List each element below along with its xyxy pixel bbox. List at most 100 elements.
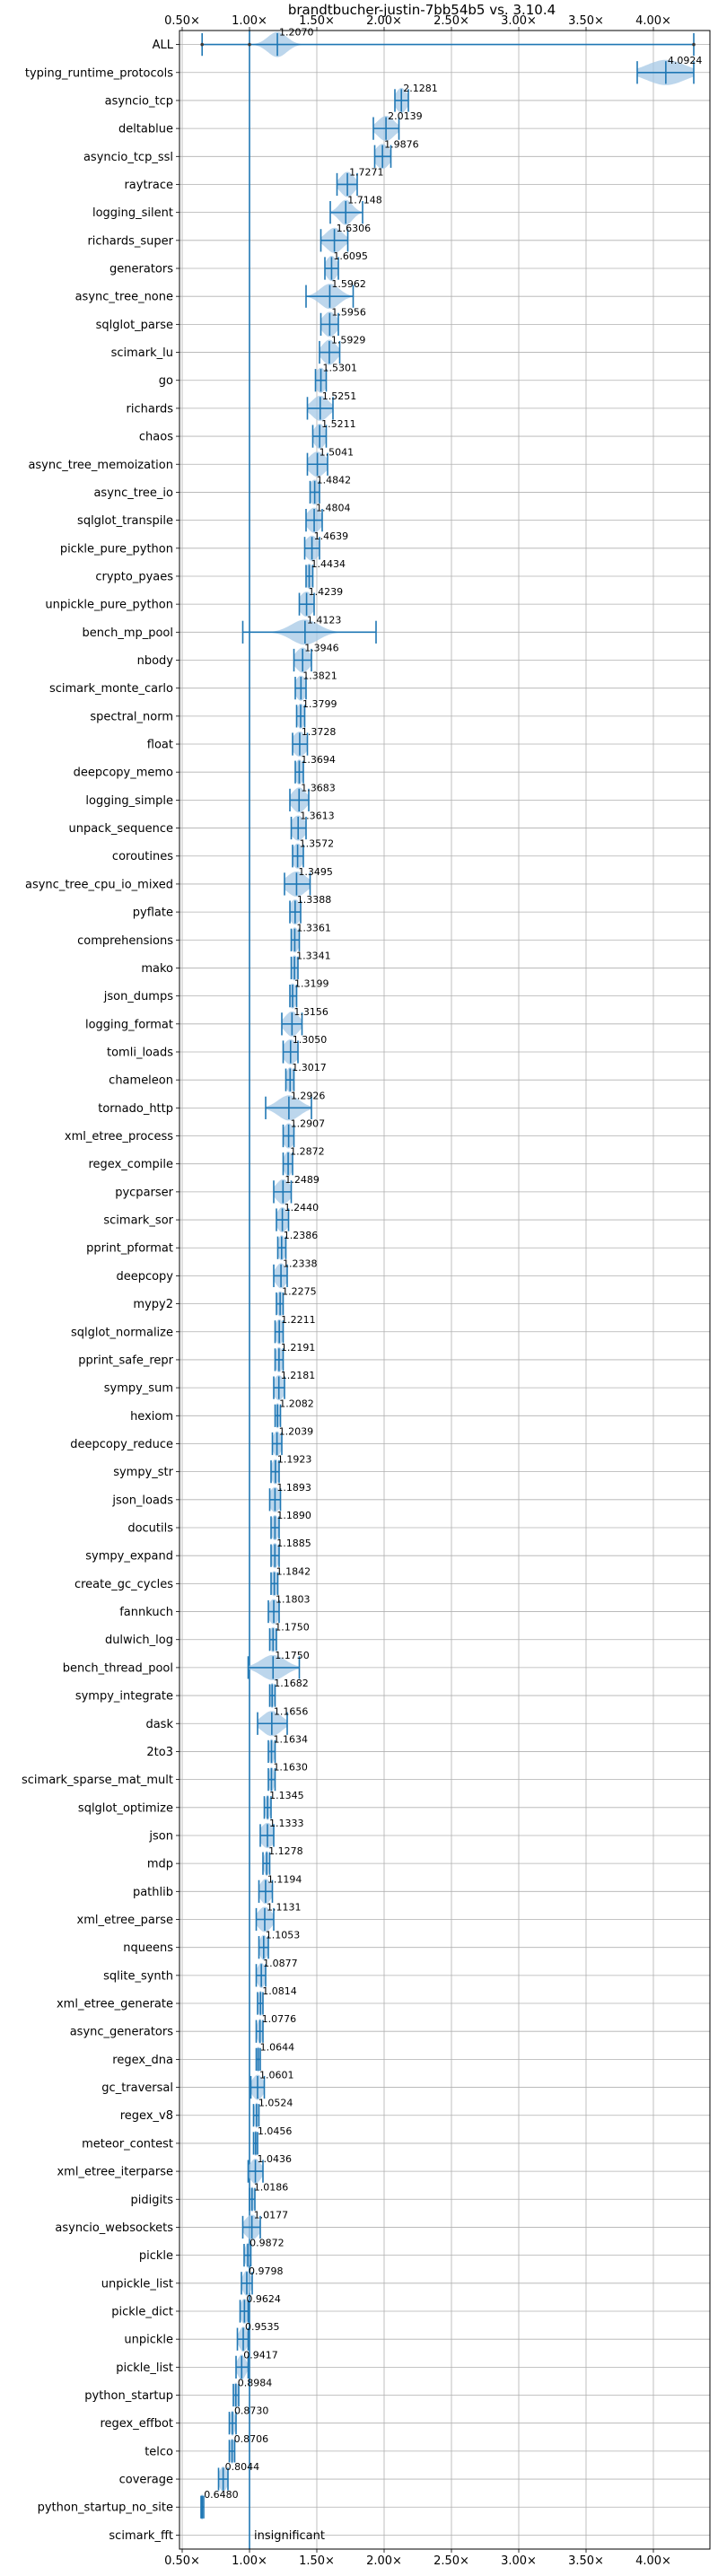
x-tick-label-top: 4.00× (635, 14, 671, 28)
benchmark-name-label: pickle_pure_python (60, 542, 173, 556)
benchmark-name-label: xml_etree_iterparse (57, 2166, 173, 2179)
value-label: 1.1750 (275, 1622, 310, 1634)
value-label: 0.9535 (245, 2321, 280, 2333)
benchmark-name-label: pathlib (133, 1886, 173, 1899)
value-label: 2.0139 (388, 110, 423, 122)
value-label: 1.7148 (347, 195, 382, 206)
value-label: 1.3613 (300, 810, 335, 822)
benchmark-name-label: pycparser (115, 1186, 173, 1199)
benchmark-name-label: sympy_str (113, 1466, 173, 1479)
benchmark-name-label: sqlglot_parse (96, 319, 173, 332)
benchmark-name-label: go (159, 374, 173, 388)
value-label: 1.0644 (260, 2041, 295, 2053)
value-label: 1.2338 (283, 1257, 318, 1269)
value-label: 0.8730 (234, 2405, 269, 2417)
benchmark-name-label: deepcopy_reduce (70, 1438, 173, 1451)
value-label: 1.1893 (276, 1482, 311, 1494)
value-label: 1.5956 (331, 306, 366, 318)
benchmark-name-label: asyncio_websockets (55, 2221, 173, 2235)
benchmark-name-label: bench_thread_pool (63, 1661, 173, 1675)
benchmark-name-label: xml_etree_generate (57, 1998, 173, 2011)
benchmark-name-label: async_tree_memoization (28, 459, 173, 472)
benchmark-name-label: coroutines (112, 850, 173, 863)
value-label: 1.3821 (302, 670, 337, 682)
value-label: 1.2386 (284, 1230, 319, 1241)
benchmark-name-label: xml_etree_process (65, 1130, 173, 1143)
benchmark-name-label: nqueens (123, 1941, 173, 1955)
benchmark-name-label: async_generators (70, 2026, 174, 2039)
value-label: 0.9798 (249, 2265, 284, 2277)
value-label: 1.2191 (281, 1342, 316, 1354)
violin-series (200, 31, 696, 2549)
benchmark-name-label: logging_silent (92, 206, 173, 220)
outlier-point (200, 42, 204, 47)
value-label: 1.3572 (300, 838, 335, 850)
insignificant-label: insignificant (254, 2529, 325, 2543)
value-label: 1.1333 (269, 1818, 304, 1829)
grid-lines (180, 31, 710, 2549)
value-label: 1.0436 (258, 2153, 293, 2165)
benchmark-name-label: chameleon (109, 1074, 173, 1088)
value-label: 1.4239 (309, 586, 344, 598)
value-label: 1.3946 (304, 643, 339, 654)
value-label: 1.4123 (307, 614, 342, 626)
x-tick-label-top: 1.00× (232, 14, 267, 28)
benchmark-name-label: regex_effbot (100, 2417, 173, 2431)
value-label: 1.0177 (254, 2209, 289, 2221)
benchmark-name-label: raytrace (124, 179, 173, 192)
x-tick-label-top: 2.50× (433, 14, 469, 28)
benchmark-name-label: telco (144, 2445, 173, 2458)
outlier-point (248, 42, 251, 47)
x-tick-label-bottom: 1.50× (299, 2554, 335, 2568)
benchmark-name-label: sqlglot_normalize (71, 1326, 173, 1339)
benchmark-name-label: deltablue (118, 123, 173, 136)
value-label: 1.2070 (279, 27, 314, 39)
benchmark-name-label: tomli_loads (107, 1046, 173, 1059)
benchmark-name-label: regex_compile (88, 1158, 173, 1171)
benchmark-name-label: python_startup (84, 2389, 173, 2403)
benchmark-name-label: scimark_fft (109, 2529, 173, 2543)
benchmark-name-label: logging_simple (85, 794, 173, 808)
value-label: 1.0877 (263, 1958, 298, 1969)
value-label: 1.4842 (317, 474, 352, 486)
value-label: 1.2181 (281, 1370, 316, 1381)
value-label: 1.7271 (349, 166, 384, 178)
x-tick-label-top: 2.00× (366, 14, 402, 28)
benchmark-name-label: json (148, 1829, 173, 1843)
benchmark-name-label: async_tree_none (75, 291, 173, 304)
benchmark-name-label: gc_traversal (101, 2081, 173, 2095)
value-label: 1.2082 (279, 1398, 314, 1409)
benchmark-name-label: bench_mp_pool (82, 626, 173, 640)
benchmark-name-label: unpack_sequence (68, 822, 173, 836)
x-tick-label-bottom: 0.50× (164, 2554, 200, 2568)
benchmark-name-label: pprint_safe_repr (78, 1354, 173, 1367)
x-tick-label-top: 0.50× (164, 14, 200, 28)
value-label: 1.5211 (321, 418, 356, 430)
benchmark-name-label: create_gc_cycles (74, 1578, 173, 1591)
value-label: 1.0186 (254, 2181, 289, 2193)
benchmark-name-label: pprint_pformat (86, 1242, 173, 1256)
value-label: 0.8044 (225, 2461, 260, 2473)
value-label: 1.1885 (276, 1538, 311, 1549)
benchmark-name-label: pyflate (133, 907, 173, 920)
value-label: 1.1131 (267, 1902, 302, 1914)
value-label: 0.9872 (250, 2238, 285, 2249)
value-label: 1.1842 (276, 1565, 311, 1577)
benchmark-name-label: sqlglot_transpile (77, 514, 173, 528)
benchmark-name-label: tornado_http (98, 1102, 173, 1116)
benchmark-name-label: mypy2 (133, 1298, 173, 1311)
x-tick-label-bottom: 2.50× (433, 2554, 469, 2568)
x-tick-label-top: 3.50× (568, 14, 604, 28)
x-tick-label-bottom: 1.00× (232, 2554, 267, 2568)
benchmark-name-label: richards_super (87, 234, 173, 248)
benchmark-name-label: sympy_integrate (75, 1690, 173, 1704)
benchmark-name-label: typing_runtime_protocols (25, 66, 173, 80)
plot-frame (179, 30, 711, 2550)
benchmark-name-label: crypto_pyaes (95, 570, 173, 583)
value-label: 1.0601 (259, 2070, 294, 2081)
value-label: 1.5962 (331, 278, 366, 290)
value-label: 1.3728 (302, 726, 337, 738)
value-label: 1.0456 (258, 2125, 293, 2137)
value-label: 1.2489 (285, 1174, 320, 1186)
